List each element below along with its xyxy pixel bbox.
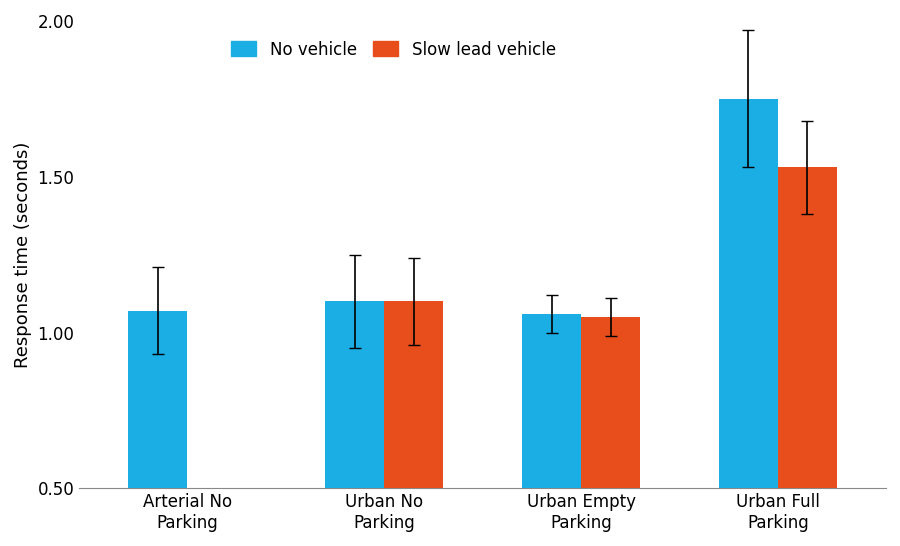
Bar	[719, 99, 778, 546]
Bar	[129, 311, 187, 546]
Legend: No vehicle, Slow lead vehicle: No vehicle, Slow lead vehicle	[225, 34, 562, 65]
Bar	[325, 301, 384, 546]
Bar	[384, 301, 444, 546]
Bar	[778, 168, 837, 546]
Y-axis label: Response time (seconds): Response time (seconds)	[14, 141, 32, 368]
Bar	[581, 317, 640, 546]
Bar	[522, 314, 581, 546]
